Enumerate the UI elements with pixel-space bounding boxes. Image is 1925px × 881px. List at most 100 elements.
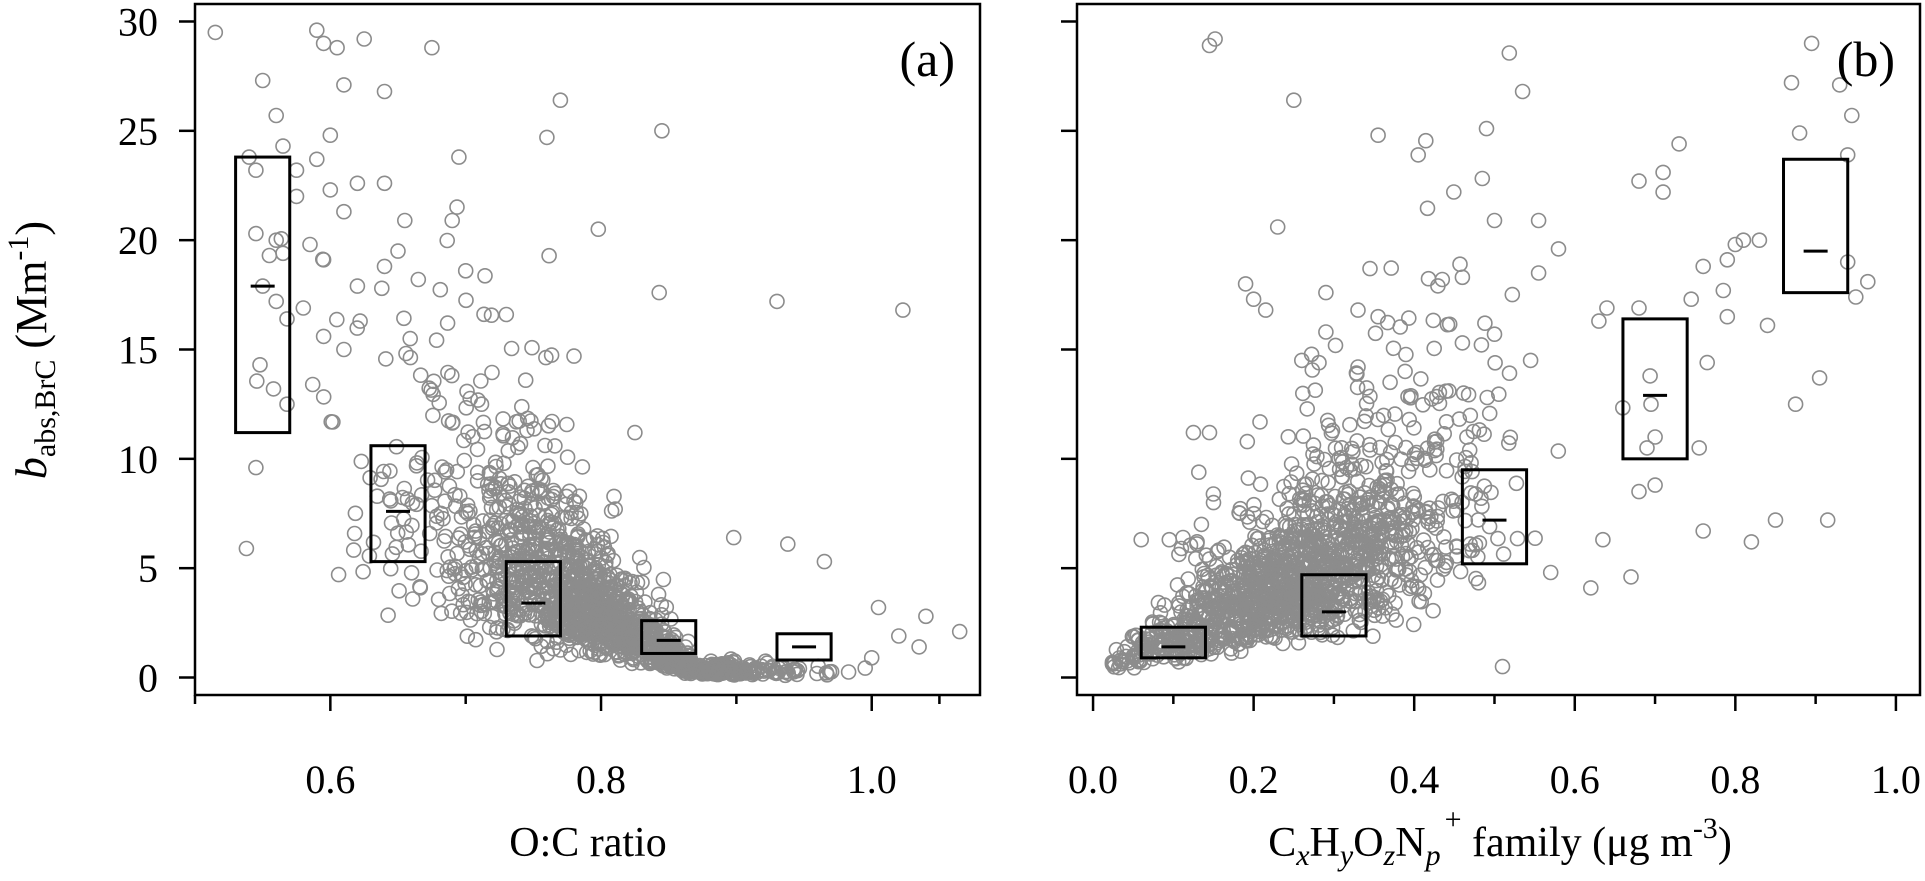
data-point: [1370, 127, 1386, 143]
data-point: [248, 162, 264, 178]
data-point: [1399, 510, 1416, 526]
data-point: [524, 542, 541, 559]
data-point: [1296, 476, 1313, 493]
data-point: [1210, 598, 1227, 615]
x-label-rest-exponent: -3: [1693, 812, 1718, 845]
data-point: [1486, 212, 1503, 229]
data-point: [818, 664, 835, 681]
data-point: [353, 453, 370, 470]
data-point: [581, 575, 598, 592]
data-point: [491, 470, 508, 487]
data-point: [537, 437, 553, 454]
data-point: [629, 648, 646, 664]
data-point: [779, 536, 796, 552]
data-point: [1459, 429, 1475, 445]
data-point: [275, 138, 291, 154]
data-point: [1257, 594, 1273, 611]
data-point: [455, 432, 472, 449]
data-point: [1357, 557, 1374, 574]
data-point: [951, 623, 968, 640]
data-point: [1248, 558, 1265, 575]
data-point: [1303, 346, 1320, 363]
data-point: [1783, 74, 1800, 91]
data-point: [295, 300, 312, 316]
data-point: [1372, 439, 1388, 456]
data-point: [394, 489, 411, 506]
data-point: [1131, 647, 1147, 663]
data-point: [1304, 471, 1321, 487]
data-point: [1223, 561, 1240, 578]
x-label-h: H: [1310, 820, 1340, 866]
data-point: [1237, 276, 1254, 292]
data-point: [1226, 620, 1243, 636]
data-point: [1425, 602, 1441, 619]
data-point: [1193, 516, 1210, 533]
data-point: [1296, 531, 1312, 548]
data-point: [1435, 561, 1452, 577]
data-point: [1128, 627, 1144, 644]
data-point: [577, 566, 594, 583]
data-point: [1382, 534, 1399, 550]
data-point: [519, 422, 535, 439]
data-point: [1333, 521, 1349, 537]
data-point: [1550, 443, 1567, 459]
data-point: [521, 606, 538, 623]
data-point: [349, 175, 366, 192]
data-point: [1288, 465, 1305, 482]
data-point: [1464, 463, 1480, 480]
data-point: [376, 258, 393, 275]
data-point: [716, 656, 733, 673]
data-point: [1647, 429, 1663, 445]
data-point: [410, 271, 427, 288]
data-point: [1468, 570, 1484, 587]
data-point: [1305, 437, 1322, 453]
data-point: [1848, 289, 1864, 305]
panel-a: (a) 0.6 0.8 1.0 0 5 10 15 20 25 30 O:C ratio bab…: [2, 0, 982, 866]
data-point: [574, 459, 591, 475]
data-point: [1599, 300, 1615, 316]
data-point: [330, 566, 347, 583]
data-point: [396, 480, 413, 497]
data-point: [508, 591, 525, 607]
data-point: [1477, 315, 1493, 332]
data-point: [524, 485, 540, 502]
data-point: [1303, 587, 1320, 603]
data-point: [1318, 581, 1335, 597]
data-point: [402, 330, 419, 347]
data-point: [1406, 420, 1422, 436]
data-point: [1274, 557, 1290, 574]
data-point: [1467, 486, 1484, 502]
data-point: [571, 488, 588, 505]
panel-a-ticks: [179, 20, 941, 711]
data-point: [655, 571, 672, 588]
data-point: [383, 515, 400, 531]
x-label-o: O: [1353, 820, 1383, 866]
data-point: [1727, 236, 1744, 253]
data-point: [1211, 623, 1228, 639]
data-point: [1354, 507, 1371, 523]
panel-a-x-tick-labels: 0.6 0.8 1.0: [305, 757, 896, 802]
data-point: [1398, 346, 1414, 363]
data-point: [1392, 486, 1408, 502]
y-tick-label: 5: [138, 546, 158, 591]
data-point: [1751, 232, 1768, 248]
data-point: [1358, 408, 1374, 424]
y-tick-label: 15: [118, 328, 158, 373]
data-point: [1318, 284, 1334, 301]
data-point: [529, 652, 545, 669]
data-point: [619, 640, 636, 656]
data-point: [541, 247, 557, 264]
data-point: [450, 530, 467, 546]
data-point: [1370, 308, 1386, 325]
data-point: [419, 472, 436, 488]
data-point: [1375, 546, 1391, 562]
panel-a-y-tick-labels: 0 5 10 15 20 25 30: [118, 0, 158, 701]
data-point: [1171, 598, 1187, 614]
data-point: [1272, 586, 1289, 602]
data-point: [1474, 498, 1490, 515]
data-point: [279, 396, 295, 413]
data-point: [1219, 594, 1236, 611]
data-point: [590, 641, 607, 657]
x-tick-label: 1.0: [847, 757, 897, 802]
data-point: [1354, 495, 1371, 511]
